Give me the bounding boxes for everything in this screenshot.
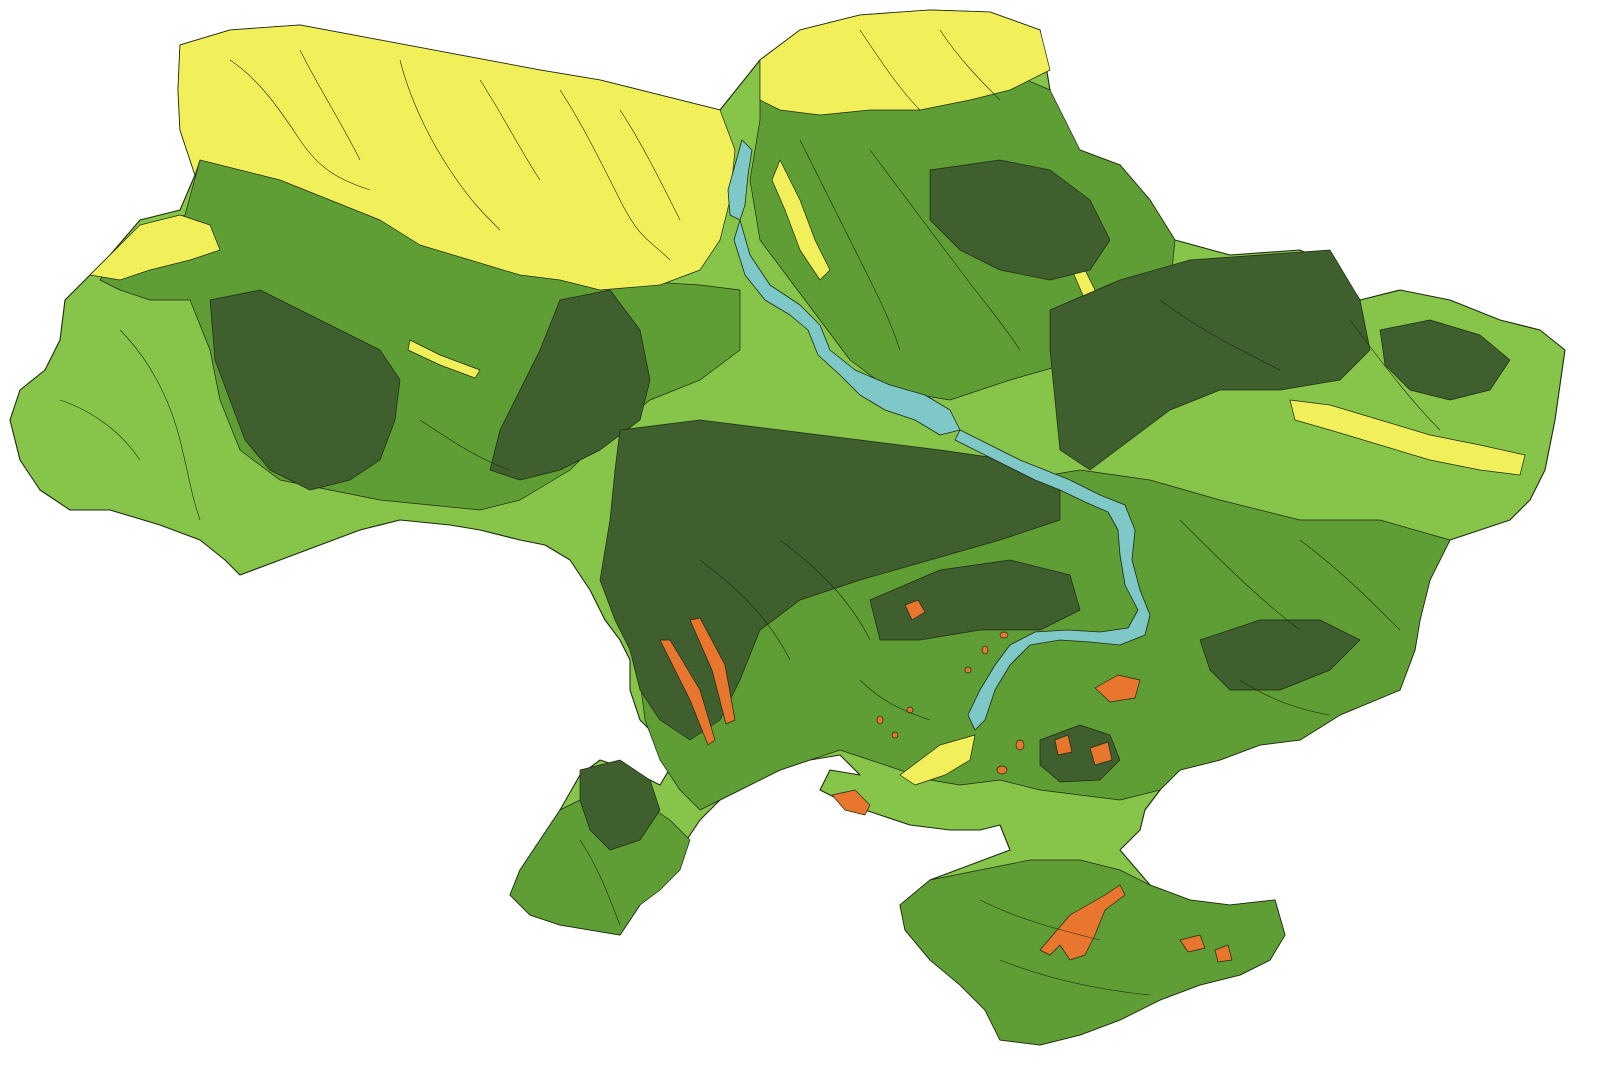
yellow-zones xyxy=(89,9,1526,786)
zone-contours xyxy=(59,29,1441,996)
river-dnipro xyxy=(727,139,1151,731)
orange-patches xyxy=(659,599,1233,963)
